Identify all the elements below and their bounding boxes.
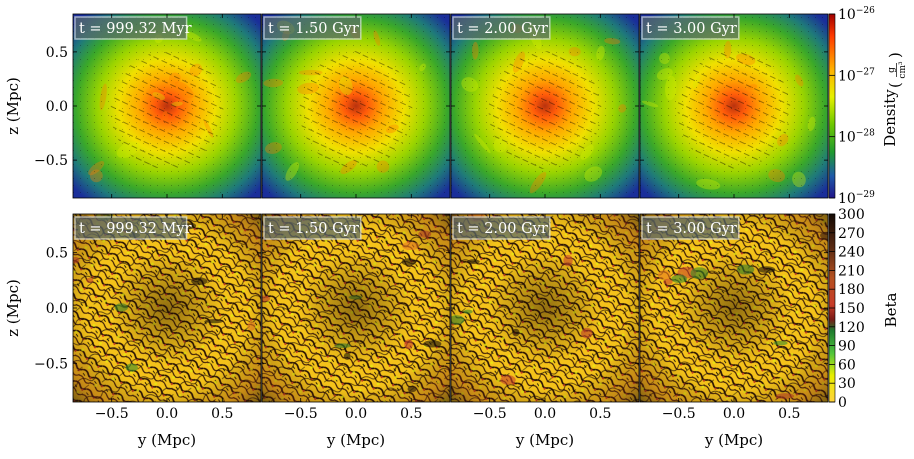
x-tick-label: −0.5 bbox=[473, 406, 507, 422]
svg-text:t = 999.32 Myr: t = 999.32 Myr bbox=[79, 221, 192, 237]
x-tick-label: 0.5 bbox=[589, 406, 611, 422]
x-tick-label: 0.0 bbox=[534, 406, 556, 422]
density-colorbar-tick: 10−27 bbox=[838, 67, 875, 84]
density-colorbar-tick: 10−29 bbox=[838, 190, 875, 207]
svg-text:t = 2.00 Gyr: t = 2.00 Gyr bbox=[457, 221, 548, 237]
density-units: ( g cm³ ) bbox=[886, 52, 908, 88]
beta-colorbar-tick: 90 bbox=[838, 339, 856, 355]
y-tick-label: 0.5 bbox=[46, 45, 68, 61]
y-axis-label: z (Mpc) bbox=[4, 77, 22, 135]
y-tick-label: 0.5 bbox=[46, 246, 68, 262]
x-tick-label: 0.5 bbox=[778, 406, 800, 422]
x-axis-label: y (Mpc) bbox=[137, 431, 196, 449]
density-units-denominator: cm³ bbox=[898, 61, 908, 79]
beta-colorbar-tick: 120 bbox=[838, 320, 865, 336]
beta-time-label-1: t = 999.32 Myr bbox=[74, 216, 192, 240]
density-colorbar bbox=[828, 13, 836, 199]
y-tick-label: 0.0 bbox=[46, 301, 68, 317]
svg-text:t = 3.00 Gyr: t = 3.00 Gyr bbox=[646, 21, 737, 37]
density-time-label-4: t = 3.00 Gyr bbox=[641, 16, 740, 40]
svg-text:t = 3.00 Gyr: t = 3.00 Gyr bbox=[646, 221, 737, 237]
density-panel-2: t = 1.50 Gyr bbox=[261, 13, 451, 199]
y-tick-label: −0.5 bbox=[34, 356, 68, 372]
x-axis-label: y (Mpc) bbox=[515, 431, 574, 449]
beta-colorbar-tick: 210 bbox=[838, 263, 865, 279]
svg-text:(: ( bbox=[886, 82, 904, 88]
density-time-label-2: t = 1.50 Gyr bbox=[263, 16, 362, 40]
beta-colorbar-tick: 0 bbox=[838, 395, 847, 411]
svg-text:t = 2.00 Gyr: t = 2.00 Gyr bbox=[457, 21, 548, 37]
beta-colorbar-tick: 300 bbox=[838, 207, 865, 223]
svg-text:t = 1.50 Gyr: t = 1.50 Gyr bbox=[268, 21, 359, 37]
beta-time-label-3: t = 2.00 Gyr bbox=[452, 216, 551, 240]
x-tick-label: 0.0 bbox=[345, 406, 367, 422]
beta-colorbar-tick: 30 bbox=[838, 376, 856, 392]
density-time-label-3: t = 2.00 Gyr bbox=[452, 16, 551, 40]
beta-time-label-4: t = 3.00 Gyr bbox=[641, 216, 740, 240]
x-tick-label: −0.5 bbox=[284, 406, 318, 422]
y-tick-label: −0.5 bbox=[34, 153, 68, 169]
density-colorbar-title: Density bbox=[881, 89, 899, 147]
density-time-label-1: t = 999.32 Myr bbox=[74, 16, 192, 40]
svg-text:): ) bbox=[886, 52, 904, 58]
beta-panel-3: t = 2.00 Gyr bbox=[450, 213, 640, 403]
beta-panel-4: t = 3.00 Gyr bbox=[639, 213, 829, 403]
beta-colorbar-tick: 60 bbox=[838, 357, 856, 373]
x-tick-label: −0.5 bbox=[95, 406, 129, 422]
x-tick-label: 0.5 bbox=[211, 406, 233, 422]
x-tick-label: −0.5 bbox=[662, 406, 696, 422]
density-panel-1: t = 999.32 Myr bbox=[72, 13, 262, 199]
x-tick-label: 0.0 bbox=[723, 406, 745, 422]
beta-colorbar-tick: 240 bbox=[838, 245, 865, 261]
y-tick-label: 0.0 bbox=[46, 99, 68, 115]
beta-colorbar-tick: 180 bbox=[838, 282, 865, 298]
density-panel-4: t = 3.00 Gyr bbox=[639, 13, 829, 199]
density-panel-3: t = 2.00 Gyr bbox=[450, 13, 640, 199]
beta-time-label-2: t = 1.50 Gyr bbox=[263, 216, 362, 240]
x-tick-label: 0.0 bbox=[156, 406, 178, 422]
density-units-numerator: g bbox=[887, 67, 897, 73]
svg-text:t = 999.32 Myr: t = 999.32 Myr bbox=[79, 21, 192, 37]
beta-panel-2: t = 1.50 Gyr bbox=[261, 213, 451, 403]
density-colorbar-tick: 10−26 bbox=[838, 6, 875, 23]
beta-colorbar-title: Beta bbox=[882, 293, 900, 328]
svg-text:t = 1.50 Gyr: t = 1.50 Gyr bbox=[268, 221, 359, 237]
beta-panel-1: t = 999.32 Myr bbox=[72, 213, 262, 403]
density-colorbar-tick: 10−28 bbox=[838, 129, 875, 146]
x-axis-label: y (Mpc) bbox=[326, 431, 385, 449]
beta-colorbar-tick: 270 bbox=[838, 226, 865, 242]
y-axis-label: z (Mpc) bbox=[4, 279, 22, 337]
beta-colorbar-tick: 150 bbox=[838, 301, 865, 317]
x-tick-label: 0.5 bbox=[400, 406, 422, 422]
x-axis-label: y (Mpc) bbox=[704, 431, 763, 449]
